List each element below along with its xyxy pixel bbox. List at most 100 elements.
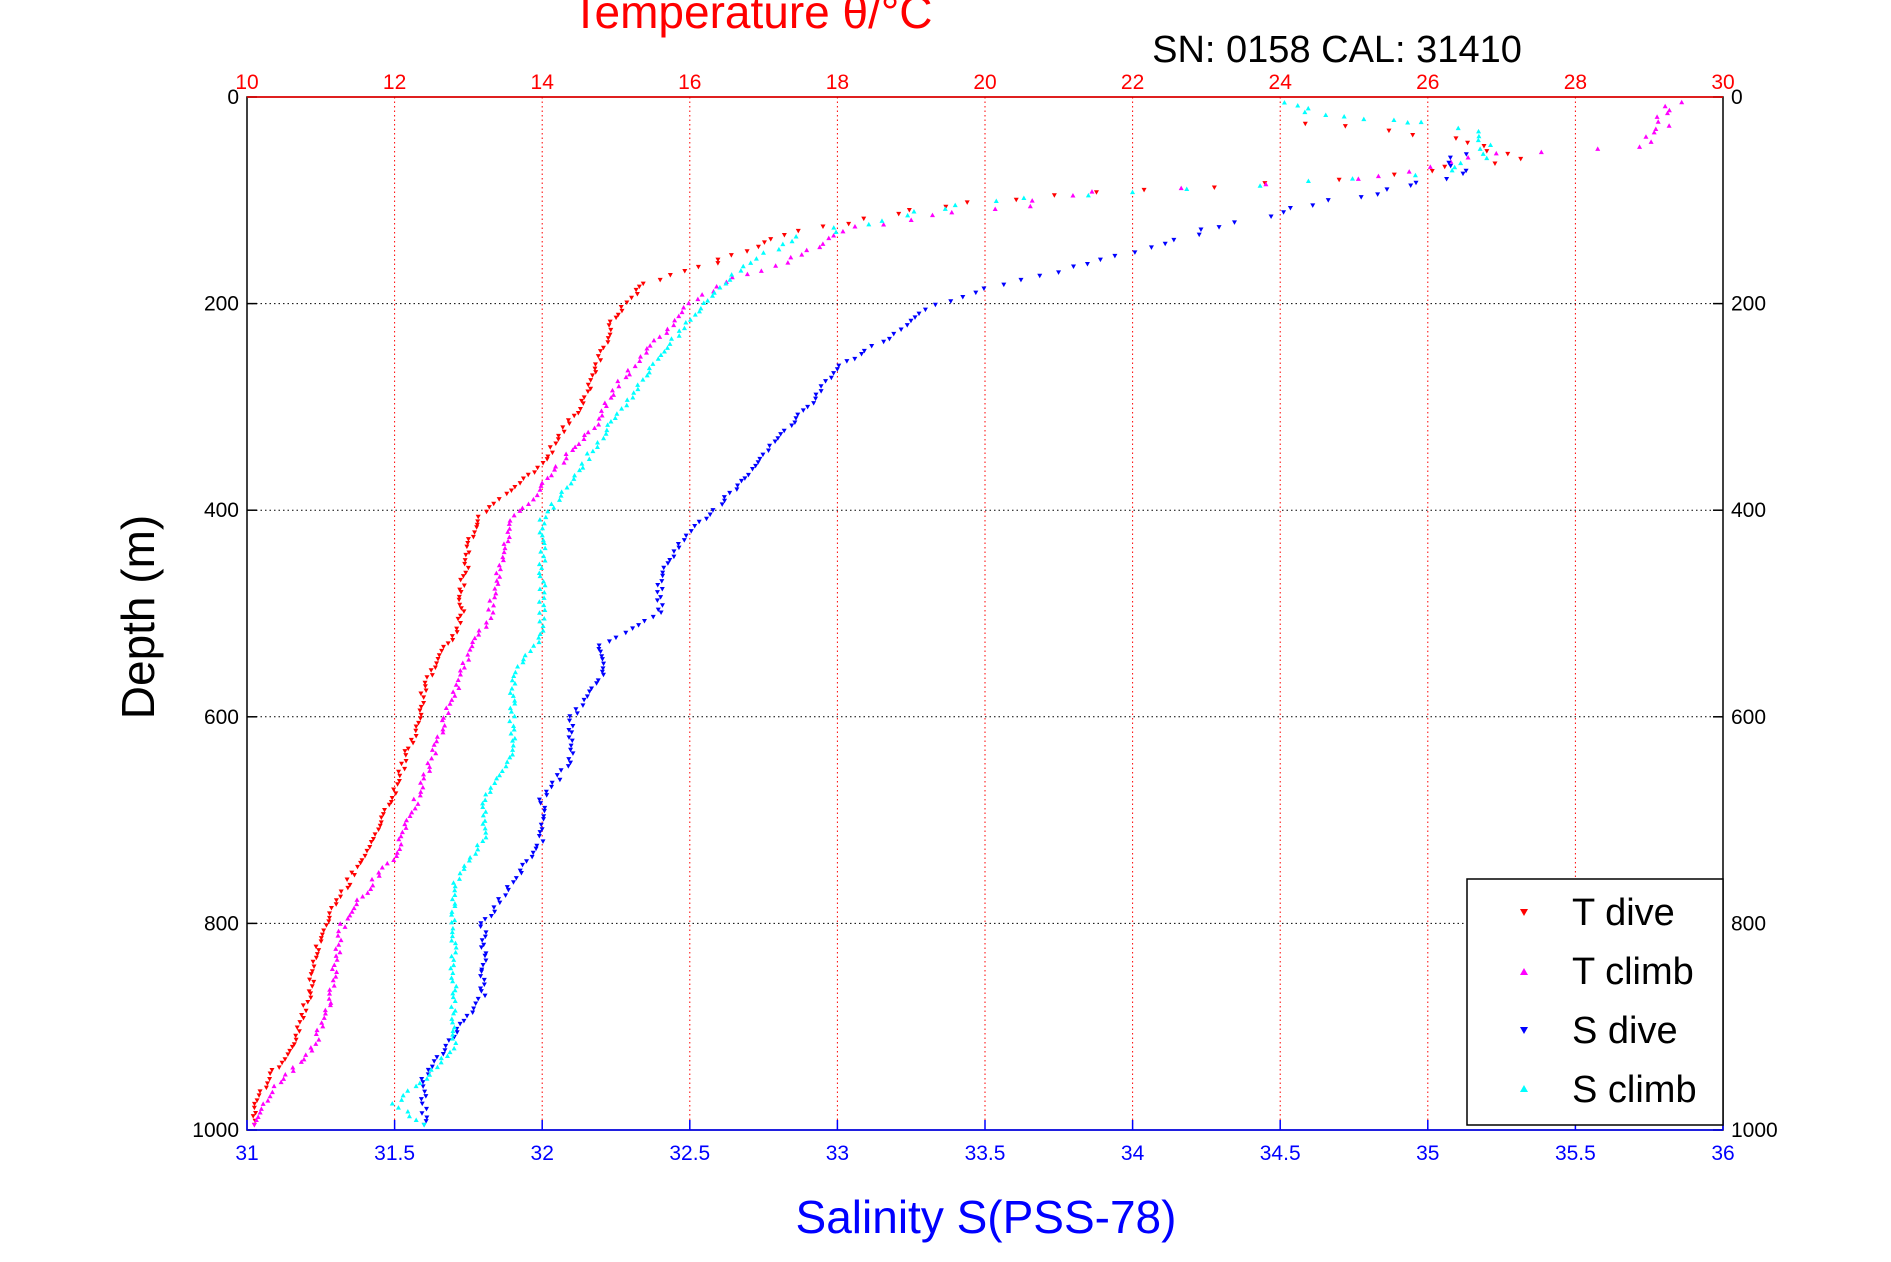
data-point	[598, 408, 604, 413]
x-top-tick-label: 24	[1269, 71, 1293, 94]
data-point	[538, 483, 544, 488]
data-point	[298, 1059, 304, 1064]
data-point	[861, 348, 867, 354]
data-point	[478, 921, 484, 926]
data-point	[269, 1089, 275, 1095]
data-point	[526, 501, 532, 507]
y-tick-label: 400	[204, 499, 239, 522]
data-point	[1196, 232, 1202, 238]
data-point	[929, 212, 935, 218]
data-point	[1375, 173, 1381, 179]
data-point	[491, 602, 497, 608]
data-point	[543, 514, 549, 520]
data-point	[321, 928, 327, 934]
data-point	[422, 684, 428, 689]
data-point	[407, 813, 413, 819]
data-point	[313, 944, 319, 950]
data-point	[497, 566, 503, 572]
x-bottom-tick-label: 33	[826, 1142, 849, 1165]
data-point	[577, 467, 583, 473]
data-point	[326, 911, 332, 916]
data-point	[537, 487, 543, 492]
data-point	[452, 987, 458, 993]
data-point	[541, 808, 547, 814]
data-point	[487, 598, 493, 603]
x-bottom-tick-label: 31	[235, 1142, 258, 1165]
data-point	[879, 218, 885, 223]
data-point	[422, 680, 428, 686]
data-point	[1505, 151, 1511, 157]
data-point	[431, 1059, 437, 1064]
data-point	[631, 390, 637, 395]
data-point	[584, 694, 590, 699]
data-point	[579, 398, 585, 404]
data-point	[497, 574, 503, 579]
data-point	[760, 452, 766, 458]
data-point	[449, 975, 455, 980]
x-bottom-tick-label: 32	[531, 1142, 554, 1165]
data-point	[418, 789, 424, 794]
data-point	[1654, 114, 1660, 119]
x-axis-label: Salinity S(PSS-78)	[796, 1191, 1177, 1243]
data-point	[828, 375, 834, 381]
data-point	[561, 460, 567, 465]
data-point	[453, 682, 459, 687]
data-point	[836, 363, 842, 369]
data-point	[291, 1042, 297, 1047]
legend-marker-t-climb	[1520, 968, 1528, 975]
data-point	[473, 1001, 479, 1006]
data-point	[511, 727, 517, 732]
data-point	[588, 378, 594, 383]
data-point	[1463, 152, 1469, 157]
data-point	[619, 406, 625, 411]
data-point	[501, 549, 507, 555]
data-point	[450, 978, 456, 984]
data-point	[973, 290, 979, 296]
data-point	[507, 705, 513, 711]
data-point	[456, 594, 462, 600]
data-point	[805, 404, 811, 410]
data-point	[432, 665, 438, 670]
data-point	[450, 994, 456, 1000]
data-point	[525, 472, 531, 478]
data-point	[398, 841, 404, 847]
data-point	[427, 1072, 433, 1077]
data-point	[1130, 189, 1136, 195]
data-point	[1112, 253, 1118, 259]
data-point	[482, 917, 488, 922]
data-point	[293, 1037, 299, 1043]
data-point	[1001, 282, 1007, 288]
legend-marker-s-dive	[1520, 1027, 1528, 1034]
data-point	[517, 508, 523, 513]
data-point	[342, 924, 348, 929]
data-point	[456, 685, 462, 690]
data-point	[451, 1024, 457, 1030]
data-point	[834, 367, 840, 372]
data-point	[717, 284, 723, 290]
data-point	[588, 386, 594, 392]
data-point	[480, 800, 486, 806]
data-point	[661, 565, 667, 571]
data-point	[479, 969, 485, 974]
x-bottom-tick-label: 34.5	[1260, 1142, 1301, 1165]
data-point	[544, 793, 550, 798]
data-point	[440, 729, 446, 735]
data-point	[482, 953, 488, 959]
data-point	[589, 373, 595, 378]
data-point	[510, 738, 516, 743]
data-point	[418, 712, 424, 718]
data-point	[683, 319, 689, 325]
data-point	[789, 423, 795, 428]
data-point	[334, 957, 340, 962]
data-point	[439, 717, 445, 723]
data-point	[676, 313, 682, 319]
data-point	[405, 1088, 411, 1093]
data-point	[451, 962, 457, 968]
data-point	[611, 392, 617, 397]
data-point	[537, 529, 543, 535]
data-point	[817, 244, 823, 250]
data-point	[496, 772, 502, 778]
data-point	[629, 295, 635, 301]
data-point	[258, 1106, 264, 1111]
data-point	[761, 240, 767, 245]
